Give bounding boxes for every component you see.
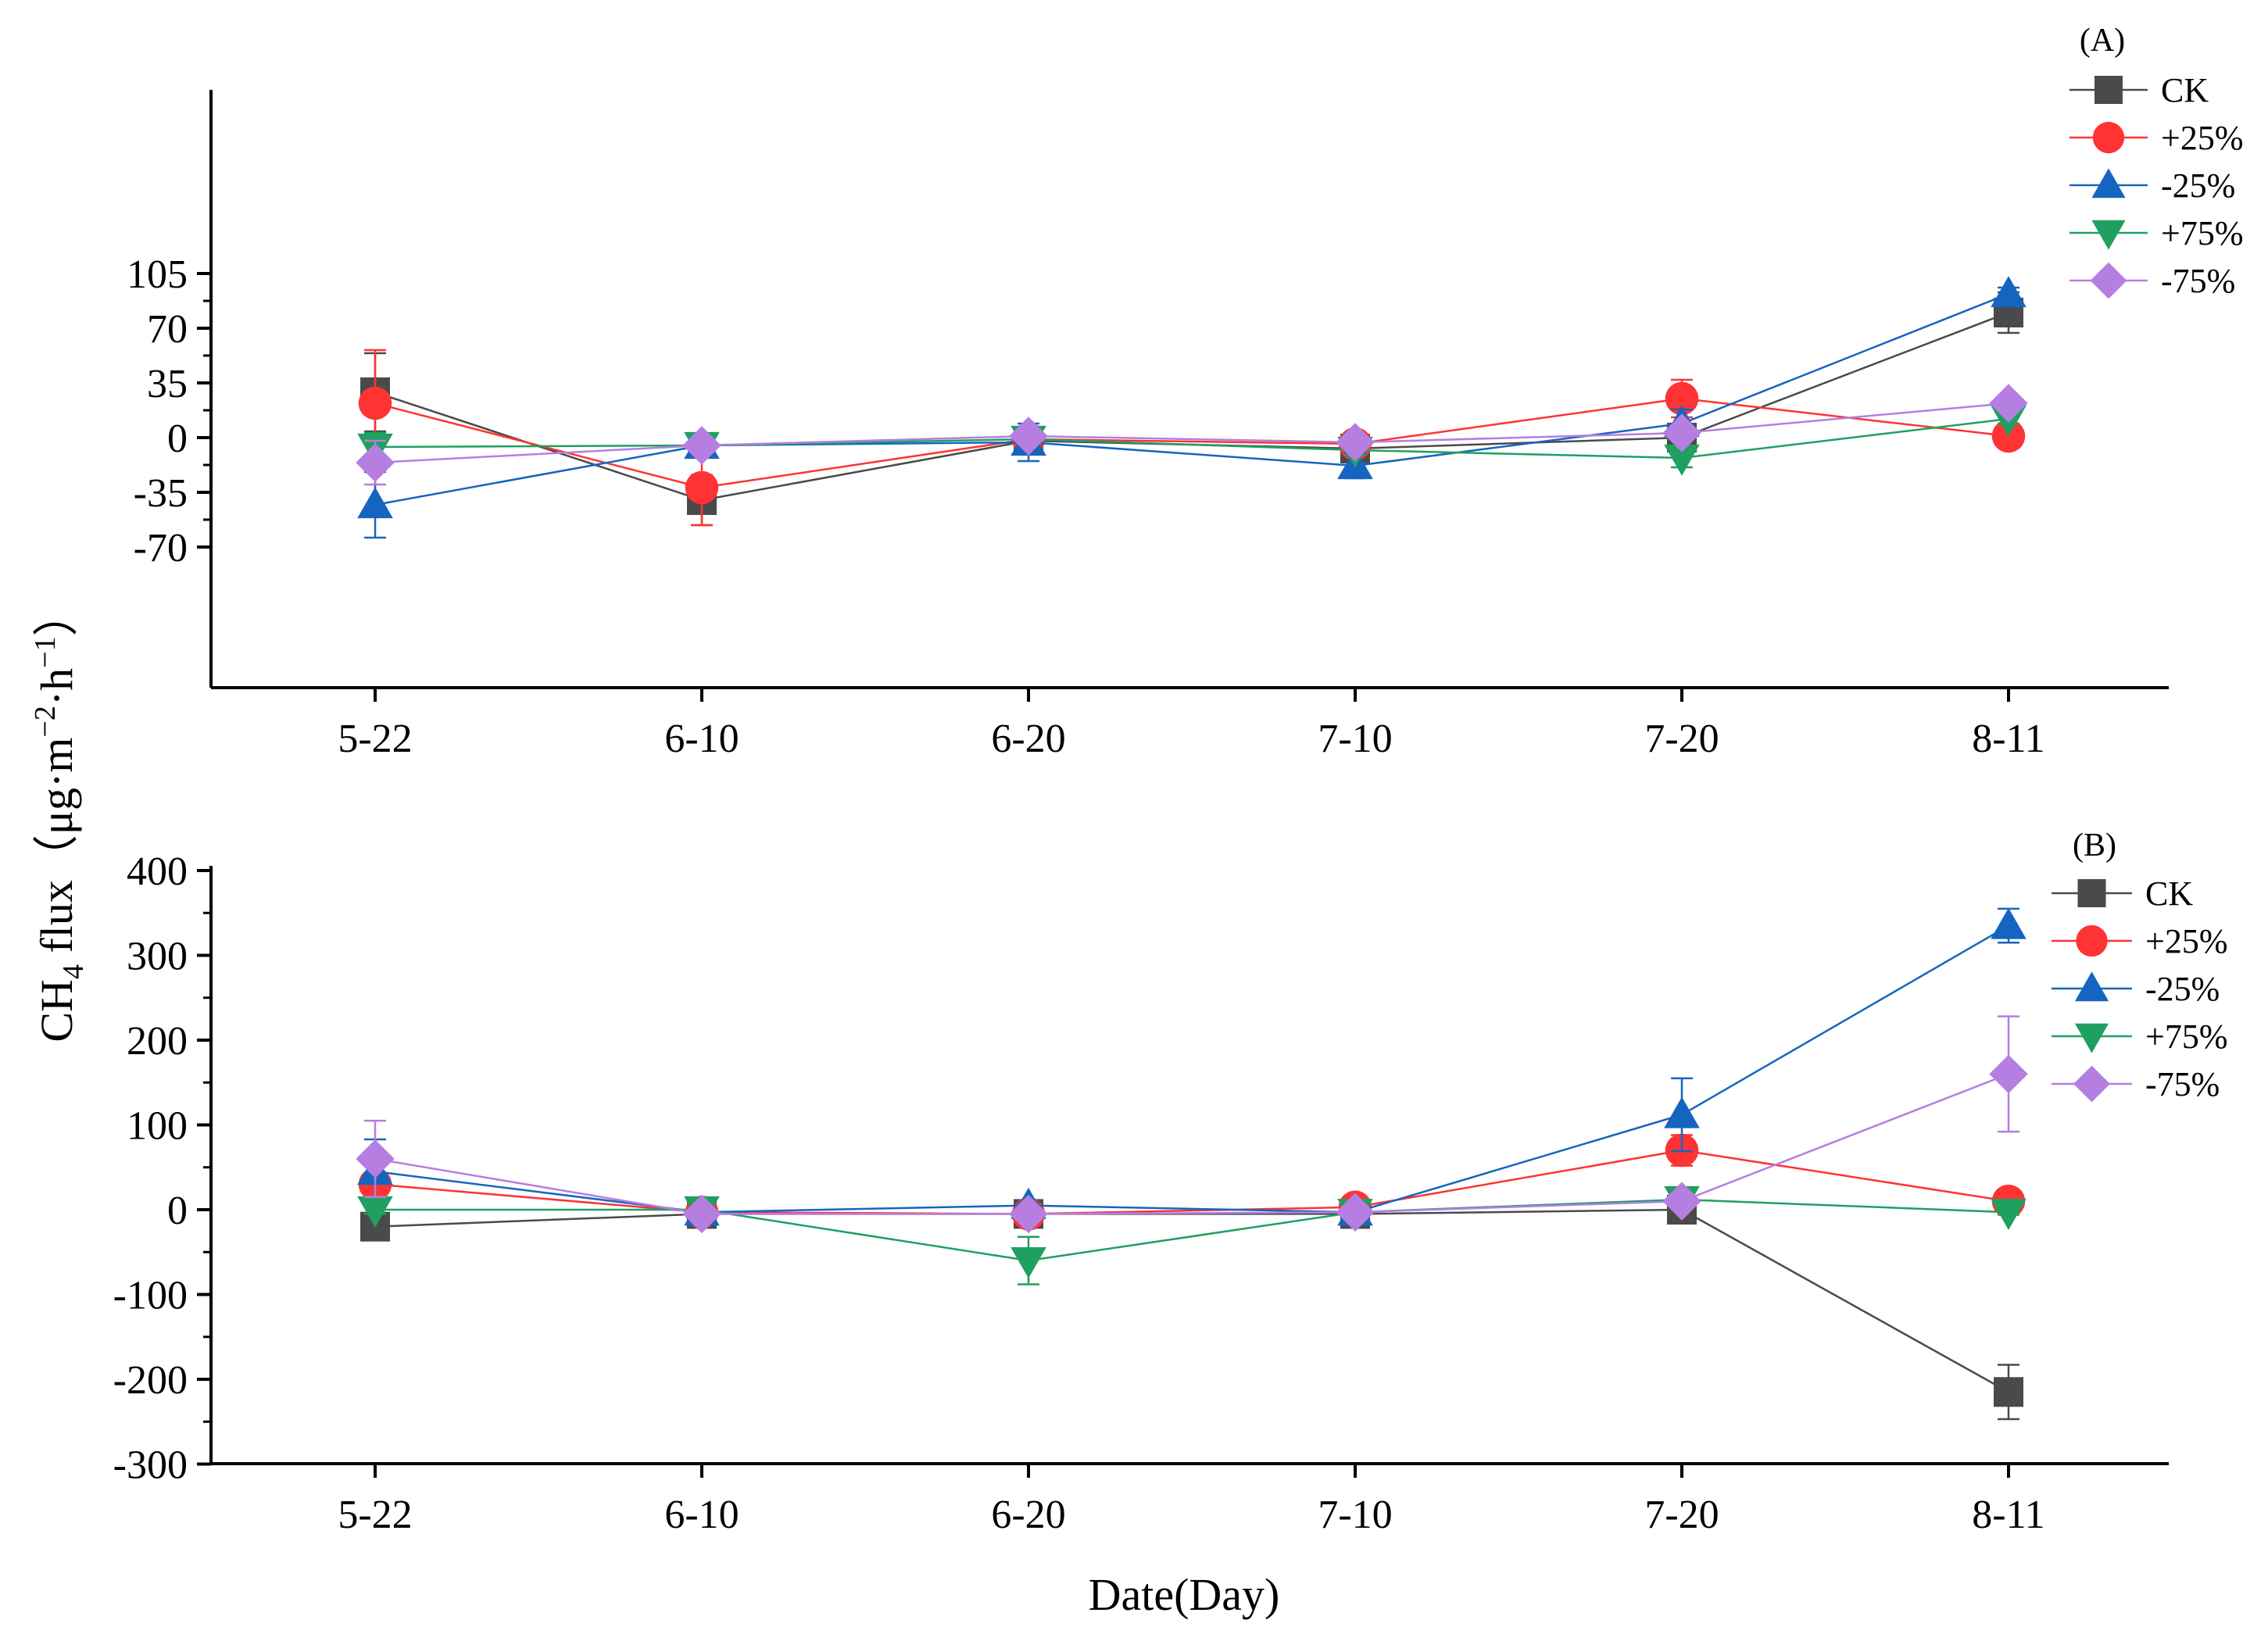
- b-series-1: [358, 1133, 2026, 1231]
- a-data-point: [1336, 423, 1375, 462]
- b-y-tick-label: 300: [127, 935, 188, 979]
- y-axis-title: CH4 flux（μg·m−2·h−1）: [29, 591, 90, 1042]
- a-legend-label: -75%: [2161, 262, 2235, 300]
- a-legend-label: +75%: [2161, 214, 2243, 252]
- a-legend: CK +25% -25% +75% -75%: [2069, 71, 2243, 300]
- a-panel-label: (A): [2080, 23, 2125, 59]
- b-series-line: [374, 1073, 2009, 1215]
- b-legend-label: CK: [2145, 874, 2193, 913]
- b-data-point: [1009, 1194, 1048, 1234]
- a-x-tick-label: 7-20: [1644, 717, 1719, 761]
- panel-a: 105 70 35 0 -35 -70 5-22 6-10 6-20 7-10 7-20 8-11 (A…: [127, 23, 2243, 761]
- a-series-line: [374, 292, 2009, 506]
- b-y-tick-label: 400: [127, 849, 188, 894]
- b-data-point: [1011, 1247, 1046, 1278]
- b-y-tick-label: -300: [113, 1443, 188, 1488]
- b-series-line: [375, 1198, 2009, 1262]
- a-y-tick-label: -70: [134, 526, 188, 570]
- b-legend: CK +25% -25% +75% -75%: [2052, 874, 2227, 1103]
- b-x-tick-label: 6-10: [664, 1493, 739, 1537]
- a-data-point: [356, 443, 395, 482]
- a-data-point: [1665, 381, 1699, 416]
- b-x-tick-label: 8-11: [1972, 1493, 2044, 1537]
- a-legend-marker: [2091, 168, 2126, 198]
- a-data-point: [1989, 384, 2028, 423]
- b-data-point: [356, 1139, 395, 1178]
- b-series-4: [356, 1015, 2028, 1234]
- b-x-tick-label: 7-10: [1318, 1493, 1392, 1537]
- b-legend-label: -25%: [2145, 970, 2220, 1008]
- b-legend-label: +25%: [2145, 922, 2227, 960]
- b-data-point: [1991, 907, 2027, 939]
- b-legend-marker: [2073, 1065, 2110, 1103]
- b-data-point: [1994, 1377, 2023, 1407]
- b-data-point: [1336, 1193, 1375, 1232]
- a-series-1: [358, 349, 2026, 527]
- b-data-point: [1991, 1199, 2027, 1231]
- a-series-2: [357, 276, 2027, 539]
- a-y-tick-label: 70: [147, 307, 188, 352]
- a-data-point: [1662, 413, 1701, 452]
- a-data-point: [685, 470, 719, 505]
- a-y-tick-label: -35: [134, 471, 188, 516]
- a-y-tick-label: 0: [167, 417, 188, 461]
- a-legend-label: CK: [2161, 71, 2209, 109]
- a-data-point: [1664, 444, 1700, 476]
- a-legend-label: -25%: [2161, 166, 2235, 205]
- a-y-tick-label: 105: [127, 252, 188, 297]
- a-legend-marker: [2095, 76, 2123, 104]
- b-data-point: [357, 1196, 393, 1228]
- a-x-tick-label: 6-10: [664, 717, 739, 761]
- a-y-tick-label: 35: [147, 362, 188, 406]
- b-series-0: [360, 1195, 2023, 1421]
- a-legend-marker: [2090, 262, 2127, 299]
- b-legend-marker: [2076, 924, 2108, 957]
- a-legend-marker: [2091, 220, 2126, 250]
- a-series-line: [374, 311, 2009, 502]
- b-data-point: [1664, 1096, 1700, 1128]
- b-y-tick-label: 0: [167, 1189, 188, 1233]
- b-y-tick-label: -200: [113, 1358, 188, 1403]
- b-legend-label: +75%: [2145, 1017, 2227, 1056]
- a-data-point: [1991, 276, 2027, 308]
- b-data-point: [1662, 1182, 1701, 1221]
- b-series-2: [357, 907, 2027, 1226]
- a-x-tick-label: 7-10: [1318, 717, 1392, 761]
- b-data-point: [1989, 1054, 2028, 1094]
- b-x-tick-label: 5-22: [338, 1493, 412, 1537]
- panel-b: 400 300 200 100 0 -100 -200 -300 5-22 6-10 6-20 7-1…: [113, 828, 2228, 1537]
- a-x-tick-label: 5-22: [338, 717, 412, 761]
- a-data-point: [357, 487, 393, 519]
- b-legend-marker: [2074, 971, 2109, 1002]
- b-legend-marker: [2077, 879, 2106, 907]
- a-data-point: [1009, 417, 1048, 456]
- a-series-line: [374, 397, 2009, 489]
- a-data-point: [682, 426, 721, 465]
- b-panel-label: (B): [2073, 828, 2116, 864]
- a-x-tick-label: 8-11: [1972, 717, 2044, 761]
- b-y-tick-label: 100: [127, 1104, 188, 1149]
- b-data-point: [682, 1194, 721, 1234]
- b-legend-label: -75%: [2145, 1065, 2220, 1103]
- a-data-point: [358, 386, 392, 420]
- a-series-line: [374, 402, 2009, 464]
- b-series-line: [374, 1149, 2009, 1215]
- b-x-tick-label: 7-20: [1644, 1493, 1719, 1537]
- a-x-tick-label: 6-20: [991, 717, 1065, 761]
- x-axis-title: Date(Day): [1089, 1569, 1280, 1620]
- b-y-tick-label: 200: [127, 1019, 188, 1064]
- a-series-4: [356, 384, 2028, 486]
- b-x-tick-label: 6-20: [991, 1493, 1065, 1537]
- b-legend-marker: [2074, 1023, 2109, 1053]
- a-series-line: [374, 417, 2009, 459]
- a-legend-label: +25%: [2161, 119, 2243, 157]
- b-y-tick-label: -100: [113, 1274, 188, 1318]
- a-legend-marker: [2092, 121, 2125, 154]
